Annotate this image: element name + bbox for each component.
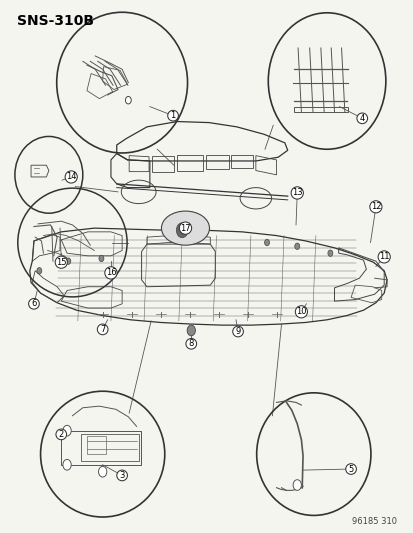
Circle shape xyxy=(63,425,71,436)
Circle shape xyxy=(98,466,107,477)
Circle shape xyxy=(264,239,269,246)
Circle shape xyxy=(37,268,42,274)
Text: 16: 16 xyxy=(105,269,116,277)
Text: SNS-310B: SNS-310B xyxy=(17,14,93,28)
Text: 2: 2 xyxy=(59,430,64,439)
Text: 11: 11 xyxy=(378,253,389,261)
Circle shape xyxy=(176,223,188,238)
Text: 8: 8 xyxy=(188,340,193,348)
Text: 10: 10 xyxy=(295,308,306,316)
Circle shape xyxy=(66,258,71,264)
Text: 15: 15 xyxy=(56,258,66,266)
Circle shape xyxy=(292,480,301,490)
Text: 1: 1 xyxy=(170,111,175,120)
Text: 9: 9 xyxy=(235,327,240,336)
Text: 4: 4 xyxy=(359,114,364,123)
Circle shape xyxy=(99,255,104,262)
Circle shape xyxy=(294,243,299,249)
Text: 5: 5 xyxy=(348,465,353,473)
Circle shape xyxy=(187,325,195,336)
Circle shape xyxy=(327,250,332,256)
Text: 12: 12 xyxy=(370,203,380,211)
Text: 96185 310: 96185 310 xyxy=(351,516,396,526)
Text: 17: 17 xyxy=(180,224,190,232)
Text: 7: 7 xyxy=(100,325,105,334)
Text: 3: 3 xyxy=(119,471,124,480)
Circle shape xyxy=(125,96,131,104)
Text: 6: 6 xyxy=(31,300,36,308)
Text: 13: 13 xyxy=(291,189,302,197)
Ellipse shape xyxy=(161,211,209,245)
Circle shape xyxy=(63,459,71,470)
Text: 14: 14 xyxy=(66,173,76,181)
